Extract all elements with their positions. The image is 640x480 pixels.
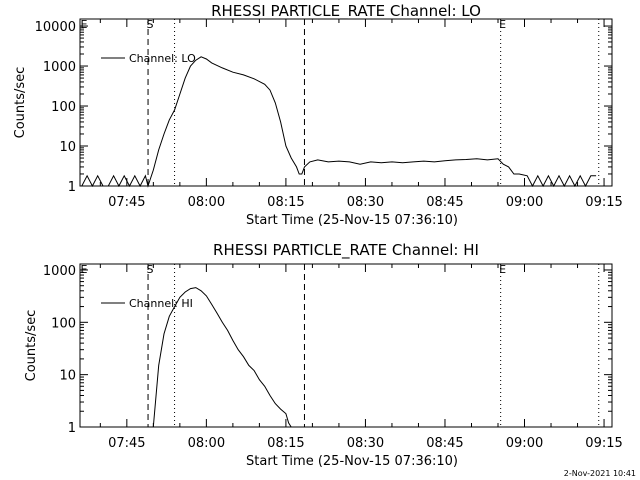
legend-label: Channel: LO [129, 52, 196, 65]
plot-frame [79, 263, 613, 428]
x-tick-label: 08:30 [347, 436, 384, 451]
y-tick-label: 10 [59, 140, 76, 155]
series-line-1 [81, 56, 597, 188]
x-axis-label: Start Time (25-Nov-15 07:36:10) [246, 454, 458, 469]
event-marker-label: S [147, 18, 154, 31]
y-tick-label: 100 [51, 316, 76, 331]
y-tick-label: 1 [68, 180, 76, 195]
y-tick-label: 10 [59, 369, 76, 384]
x-tick-label: 09:00 [506, 195, 543, 210]
event-marker-label: E [499, 18, 506, 31]
x-tick-label: 08:00 [188, 436, 225, 451]
x-tick-label: 08:45 [426, 195, 463, 210]
event-marker-label: E [81, 18, 88, 31]
x-tick-label: 08:00 [188, 195, 225, 210]
plot-timestamp: 2-Nov-2021 10:41 [564, 469, 636, 478]
chart-title: RHESSI PARTICLE_RATE Channel: LO [211, 2, 481, 21]
x-tick-label: 09:15 [585, 195, 622, 210]
chart-panel-1: RHESSI PARTICLE_RATE Channel: LO 07:45 08:… [13, 2, 623, 228]
event-marker-label: S [147, 263, 154, 276]
chart-title: RHESSI PARTICLE_RATE Channel: HI [213, 241, 479, 260]
x-tick-label: 08:15 [267, 195, 304, 210]
x-tick-label: 07:45 [108, 195, 145, 210]
chart-panel-2: RHESSI PARTICLE_RATE Channel: HI 07:45 08:… [24, 241, 623, 469]
series-line-1 [152, 287, 292, 428]
x-tick-label: 08:45 [426, 436, 463, 451]
y-axis-label: Counts/sec [13, 67, 28, 139]
plot-frame [79, 18, 613, 187]
x-tick-label: 07:45 [108, 436, 145, 451]
x-axis-label: Start Time (25-Nov-15 07:36:10) [246, 213, 458, 228]
y-tick-label: 100 [51, 100, 76, 115]
event-marker-label: E [81, 263, 88, 276]
x-tick-label: 08:30 [347, 195, 384, 210]
y-tick-label: 10000 [35, 20, 76, 35]
y-tick-label: 1000 [43, 264, 76, 279]
event-marker-label: E [499, 263, 506, 276]
x-tick-label: 09:00 [506, 436, 543, 451]
x-tick-label: 09:15 [585, 436, 622, 451]
legend-label: Channel: HI [129, 297, 193, 310]
y-axis-label: Counts/sec [24, 310, 39, 382]
x-tick-label: 08:15 [267, 436, 304, 451]
y-tick-label: 1000 [43, 60, 76, 75]
y-tick-label: 1 [68, 421, 76, 436]
